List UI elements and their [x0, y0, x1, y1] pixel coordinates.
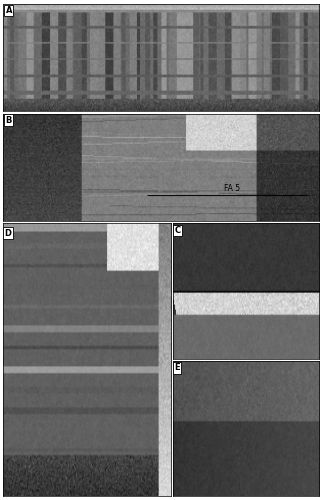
- Text: B: B: [6, 116, 12, 124]
- Text: FA 5: FA 5: [224, 184, 241, 193]
- Text: E: E: [175, 364, 180, 372]
- Text: C: C: [175, 226, 181, 235]
- Text: D: D: [4, 228, 11, 237]
- Text: A: A: [6, 6, 12, 15]
